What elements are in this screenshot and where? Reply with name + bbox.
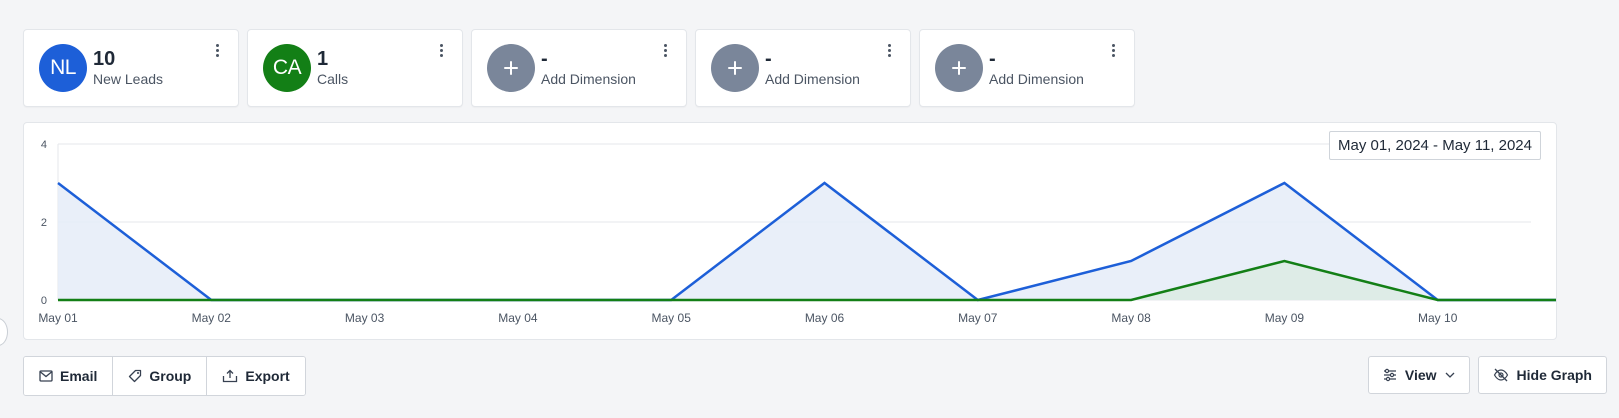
card-label: Add Dimension [541,71,636,87]
y-tick-label: 2 [41,217,47,229]
sliders-icon [1383,368,1396,382]
group-button-label: Group [149,368,192,384]
series-line [58,259,1556,302]
hide-graph-button[interactable]: Hide Graph [1477,356,1607,394]
add-dimension-card[interactable]: - Add Dimension [919,29,1135,107]
area-chart: 0 2 4 May 01 May 02 May 03 May 04 May 05 May 06 M… [38,139,1556,325]
more-options-icon[interactable] [886,44,892,60]
plus-icon[interactable] [711,44,759,92]
avatar-initials: CA [272,56,302,79]
side-panel-handle[interactable] [0,318,8,346]
chart-panel: 0 2 4 May 01 May 02 May 03 May 04 May 05 May 06 M… [23,122,1557,340]
tag-icon [129,369,142,383]
x-tick-label: May 01 [38,311,78,325]
view-dropdown-button[interactable]: View [1367,356,1470,394]
card-value: 1 [317,48,329,70]
series-area [58,183,1556,300]
group-button[interactable]: Group [113,357,208,395]
chevron-down-icon [1445,372,1454,378]
hide-graph-button-label: Hide Graph [1516,367,1592,383]
y-tick-label: 0 [41,295,47,307]
x-tick-label: May 02 [192,311,232,325]
more-options-icon[interactable] [438,44,444,60]
avatar-initials: NL [50,56,76,79]
email-button[interactable]: Email [24,357,114,395]
envelope-icon [39,370,53,382]
view-button-label: View [1404,367,1437,383]
add-dimension-card[interactable]: - Add Dimension [695,29,911,107]
email-button-label: Email [60,368,98,384]
card-label: New Leads [93,71,164,87]
x-tick-label: May 06 [805,311,845,325]
plus-icon[interactable] [935,44,983,92]
card-label: Add Dimension [765,71,860,87]
card-label: Calls [317,71,349,87]
dimension-cards: NL 10 New Leads CA 1 Calls - Add Dimensi… [23,29,1135,107]
card-value: - [989,48,996,70]
x-tick-label: May 05 [652,311,692,325]
more-options-icon[interactable] [1110,44,1116,60]
dimension-card-calls[interactable]: CA 1 Calls [247,29,463,107]
export-icon [223,369,238,383]
add-dimension-card[interactable]: - Add Dimension [471,29,687,107]
action-button-group: Email Group Export [23,356,306,396]
more-options-icon[interactable] [214,44,220,60]
more-options-icon[interactable] [662,44,668,60]
series-area [58,261,1556,300]
card-label: Add Dimension [989,71,1084,87]
y-tick-label: 4 [41,139,47,151]
eye-off-icon [1493,368,1508,382]
export-button[interactable]: Export [207,357,305,395]
card-value: - [541,48,548,70]
export-button-label: Export [245,368,290,384]
plus-icon[interactable] [487,44,535,92]
x-tick-label: May 09 [1265,311,1305,325]
avatar: NL [39,44,87,92]
card-value: 10 [93,48,116,70]
dimension-card-new-leads[interactable]: NL 10 New Leads [23,29,239,107]
x-tick-label: May 08 [1111,311,1151,325]
x-tick-label: May 10 [1418,311,1458,325]
card-value: - [765,48,772,70]
date-range-picker[interactable]: May 01, 2024 - May 11, 2024 [1328,131,1541,160]
avatar: CA [263,44,311,92]
x-tick-label: May 04 [498,311,538,325]
x-tick-label: May 07 [958,311,998,325]
x-tick-label: May 03 [345,311,385,325]
